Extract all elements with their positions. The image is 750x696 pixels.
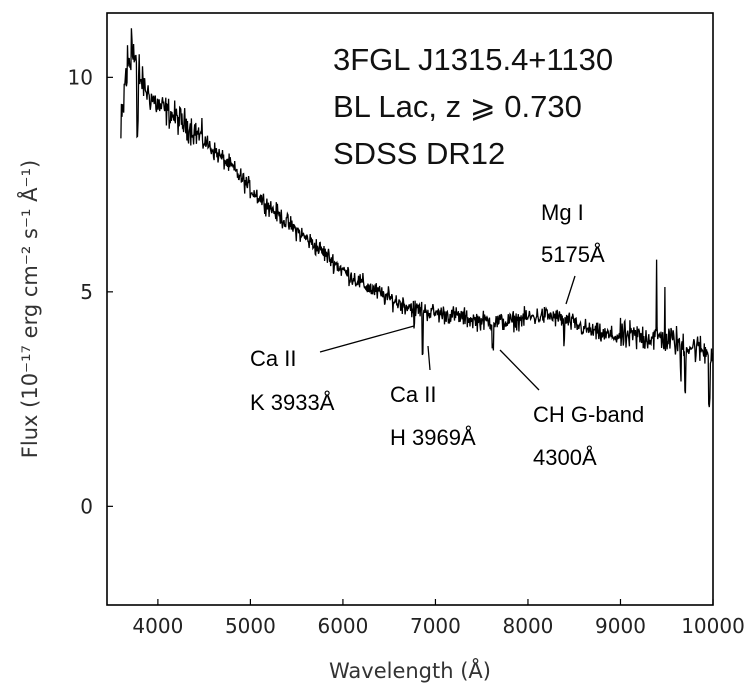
y-axis-title: Flux (10⁻¹⁷ erg cm⁻² s⁻¹ Å⁻¹)	[16, 160, 42, 458]
title-line-2: BL Lac, z ⩾ 0.730	[333, 89, 582, 124]
annotation-ch-g-band-wavelength: 4300Å	[533, 445, 597, 470]
annotation-mg-i: Mg I 5175Å	[541, 200, 605, 305]
y-tick-label: 5	[80, 280, 93, 304]
x-tick-label: 5000	[225, 614, 276, 638]
title-line-1: 3FGL J1315.4+1130	[333, 42, 613, 77]
x-tick-label: 9000	[595, 614, 646, 638]
x-tick-label: 4000	[132, 614, 183, 638]
annotation-ca-ii-h-pointer	[427, 345, 431, 371]
annotation-mg-i-pointer	[565, 275, 576, 305]
x-tick-label: 7000	[410, 614, 461, 638]
annotation-ca-ii-k-wavelength: K 3933Å	[250, 390, 335, 415]
annotation-mg-i-wavelength: 5175Å	[541, 242, 605, 267]
annotation-ch-g-band-pointer	[499, 349, 540, 391]
x-tick-label: 8000	[503, 614, 554, 638]
x-tick-label: 6000	[317, 614, 368, 638]
annotation-ca-ii-h-wavelength: H 3969Å	[390, 425, 476, 450]
annotation-mg-i-label: Mg I	[541, 200, 584, 225]
annotation-ca-ii-h: Ca II H 3969Å	[390, 345, 476, 450]
annotation-ca-ii-h-label: Ca II	[390, 382, 436, 407]
annotation-ch-g-band: CH G-band 4300Å	[499, 349, 644, 470]
x-tick-label: 10000	[681, 614, 745, 638]
y-axis-ticks: 0 5 10	[68, 65, 113, 518]
plot-frame	[106, 12, 714, 606]
y-tick-label: 0	[80, 494, 93, 518]
title-line-3: SDSS DR12	[333, 136, 505, 171]
annotation-ca-ii-k-label: Ca II	[250, 346, 296, 371]
y-tick-label: 10	[68, 65, 93, 89]
spectrum-line	[120, 28, 714, 408]
annotation-ca-ii-k-pointer	[319, 325, 415, 353]
x-axis-title: Wavelength (Å)	[329, 657, 491, 683]
annotation-ch-g-band-label: CH G-band	[533, 402, 644, 427]
x-axis-ticks: 4000 5000 6000 7000 8000 9000 10000	[132, 599, 745, 638]
annotation-ca-ii-k: Ca II K 3933Å	[250, 325, 415, 415]
